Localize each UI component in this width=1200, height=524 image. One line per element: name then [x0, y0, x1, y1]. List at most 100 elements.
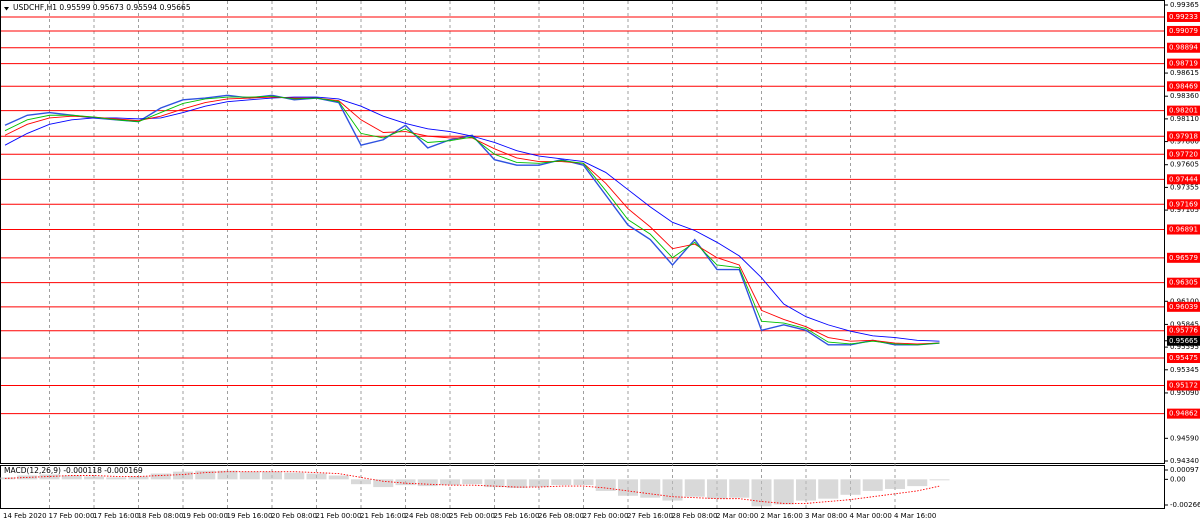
macd-bar: [239, 471, 260, 480]
y-tick-label: 0.98615: [1170, 69, 1199, 77]
y-tick-label: 0.00097: [1170, 466, 1199, 474]
x-tick-label: 19 Feb 16:00: [227, 512, 273, 520]
macd-bar: [195, 470, 216, 480]
level-label: 0.97720: [1169, 150, 1198, 158]
x-tick-label: 4 Mar 16:00: [894, 512, 936, 520]
macd-bar: [462, 479, 483, 485]
level-label: 0.95776: [1169, 327, 1198, 335]
moving-average: [4, 96, 940, 342]
macd-bar: [818, 479, 839, 499]
y-tick-label: 0.98360: [1170, 92, 1199, 100]
level-label: 0.98894: [1169, 44, 1198, 52]
macd-bar: [262, 471, 282, 480]
y-tick-label: 0.97605: [1170, 161, 1199, 169]
macd-bar: [39, 474, 60, 480]
menu-arrow[interactable]: [4, 7, 9, 11]
last-price-tag: [1167, 335, 1200, 346]
level-tag: [1167, 42, 1200, 53]
macd-frame: [0, 465, 1165, 509]
macd-bar: [417, 479, 438, 487]
level-label: 0.94862: [1169, 410, 1198, 418]
level-tag: [1167, 325, 1200, 336]
level-tag: [1167, 149, 1200, 160]
level-tag: [1167, 105, 1200, 116]
x-tick-label: 26 Feb 08:00: [538, 512, 584, 520]
level-label: 0.98469: [1169, 82, 1198, 90]
signal-line: [4, 471, 940, 504]
x-tick-label: 2 Mar 00:00: [716, 512, 758, 520]
level-tag: [1167, 174, 1200, 185]
macd-bar: [328, 475, 349, 480]
level-tag: [1167, 131, 1200, 142]
macd-bar: [751, 479, 772, 507]
macd-bar: [0, 477, 15, 480]
level-tag: [1167, 380, 1200, 391]
macd-bar: [217, 470, 238, 480]
macd-bar: [373, 479, 394, 488]
x-tick-label: 4 Mar 00:00: [850, 512, 892, 520]
level-tag: [1167, 199, 1200, 210]
macd-bar: [351, 479, 371, 485]
level-label: 0.96039: [1169, 303, 1198, 311]
level-label: 0.99079: [1169, 27, 1198, 35]
macd-bar: [61, 475, 82, 480]
macd-bar: [684, 479, 705, 497]
level-label: 0.96891: [1169, 226, 1198, 234]
level-label: 0.99233: [1169, 13, 1198, 21]
x-tick-label: 3 Mar 08:00: [805, 512, 847, 520]
macd-bar: [128, 476, 149, 480]
macd-bar: [506, 479, 527, 489]
macd-bar: [885, 479, 905, 489]
y-tick-label: 0.95345: [1170, 366, 1199, 374]
macd-title: MACD(12,26,9) -0.000118 -0.000169: [4, 466, 143, 475]
x-tick-label: 19 Feb 00:00: [182, 512, 228, 520]
macd-bar: [707, 479, 727, 499]
y-tick-label: 0.97355: [1170, 183, 1199, 191]
y-tick-label: 0.95595: [1170, 343, 1199, 351]
x-tick-label: 25 Feb 00:00: [449, 512, 495, 520]
y-tick-label: 0.98110: [1170, 115, 1199, 123]
level-tag: [1167, 58, 1200, 69]
level-label: 0.96305: [1169, 279, 1198, 287]
macd-bar: [529, 479, 549, 488]
level-label: 0.98201: [1169, 107, 1198, 115]
macd-bar: [484, 479, 505, 488]
level-label: 0.95475: [1169, 354, 1198, 362]
x-tick-label: 17 Feb 16:00: [93, 512, 139, 520]
level-tag: [1167, 277, 1200, 288]
y-tick-label: 0.95090: [1170, 389, 1199, 397]
y-tick-label: 0.96100: [1170, 297, 1199, 305]
macd-bar: [440, 479, 460, 486]
y-tick-label: -0.00266: [1170, 501, 1200, 509]
level-label: 0.97169: [1169, 200, 1198, 208]
macd-bar: [551, 479, 572, 486]
y-tick-label: 0.97860: [1170, 138, 1199, 146]
macd-bar: [573, 479, 594, 486]
level-tag: [1167, 408, 1200, 419]
x-tick-label: 20 Feb 08:00: [271, 512, 317, 520]
x-tick-label: 27 Feb 16:00: [627, 512, 673, 520]
x-tick-label: 14 Feb 2020: [3, 512, 47, 520]
macd-bar: [907, 479, 928, 487]
macd-bar: [729, 479, 750, 498]
x-tick-label: 25 Feb 16:00: [494, 512, 540, 520]
x-tick-label: 28 Feb 08:00: [672, 512, 718, 520]
moving-average: [4, 96, 940, 345]
macd-bar: [150, 473, 171, 480]
macd-bar: [595, 479, 616, 491]
y-tick-label: 0.97105: [1170, 206, 1199, 214]
level-tag: [1167, 11, 1200, 22]
macd-bar: [862, 479, 883, 491]
level-tag: [1167, 252, 1200, 263]
x-tick-label: 21 Feb 00:00: [316, 512, 362, 520]
moving-average: [4, 95, 940, 346]
macd-bar: [840, 479, 861, 495]
level-tag: [1167, 353, 1200, 364]
y-tick-label: 0.94340: [1170, 457, 1199, 465]
x-tick-label: 21 Feb 16:00: [360, 512, 406, 520]
macd-bar: [106, 477, 127, 480]
y-tick-label: 0.99365: [1170, 1, 1199, 9]
level-tag: [1167, 224, 1200, 235]
level-label: 0.96579: [1169, 254, 1198, 262]
